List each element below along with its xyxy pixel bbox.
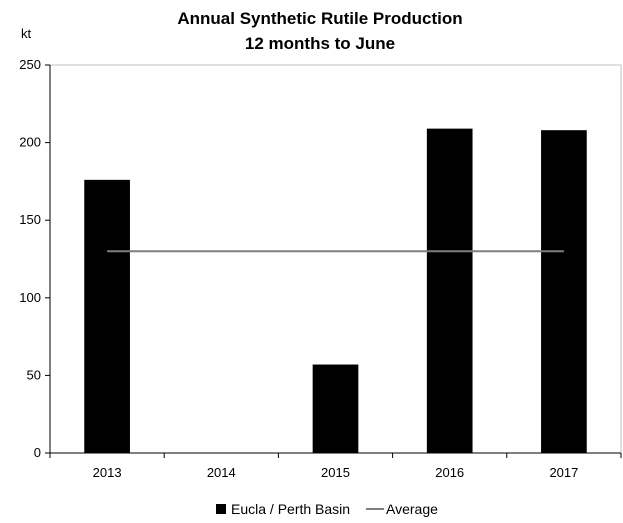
y-tick-label: 150 xyxy=(19,212,41,227)
y-tick-label: 200 xyxy=(19,135,41,150)
x-tick-label: 2016 xyxy=(435,465,464,480)
bar-2017 xyxy=(541,130,587,453)
chart-title: Annual Synthetic Rutile Production xyxy=(177,9,462,28)
x-axis: 2013 2014 2015 2016 2017 xyxy=(49,453,622,480)
bar-2016 xyxy=(426,128,473,453)
x-tick-label: 2013 xyxy=(93,465,122,480)
legend-label-average: Average xyxy=(386,501,438,517)
x-tick-label: 2015 xyxy=(321,465,350,480)
y-tick-label: 0 xyxy=(34,445,41,460)
bar-series xyxy=(84,128,587,453)
legend-swatch-eucla-perth-basin xyxy=(216,504,226,514)
x-tick-label: 2017 xyxy=(549,465,578,480)
y-axis-unit-label: kt xyxy=(21,26,32,41)
x-tick-label: 2014 xyxy=(207,465,236,480)
bar-2013 xyxy=(84,179,130,453)
y-axis: 0 50 100 150 200 250 xyxy=(19,57,50,460)
bar-2015 xyxy=(312,364,359,453)
y-tick-label: 50 xyxy=(27,367,41,382)
legend-label-eucla-perth-basin: Eucla / Perth Basin xyxy=(231,501,350,517)
legend: Eucla / Perth Basin Average xyxy=(216,501,438,517)
y-tick-label: 250 xyxy=(19,57,41,72)
chart-subtitle: 12 months to June xyxy=(245,34,395,53)
y-tick-label: 100 xyxy=(19,290,41,305)
